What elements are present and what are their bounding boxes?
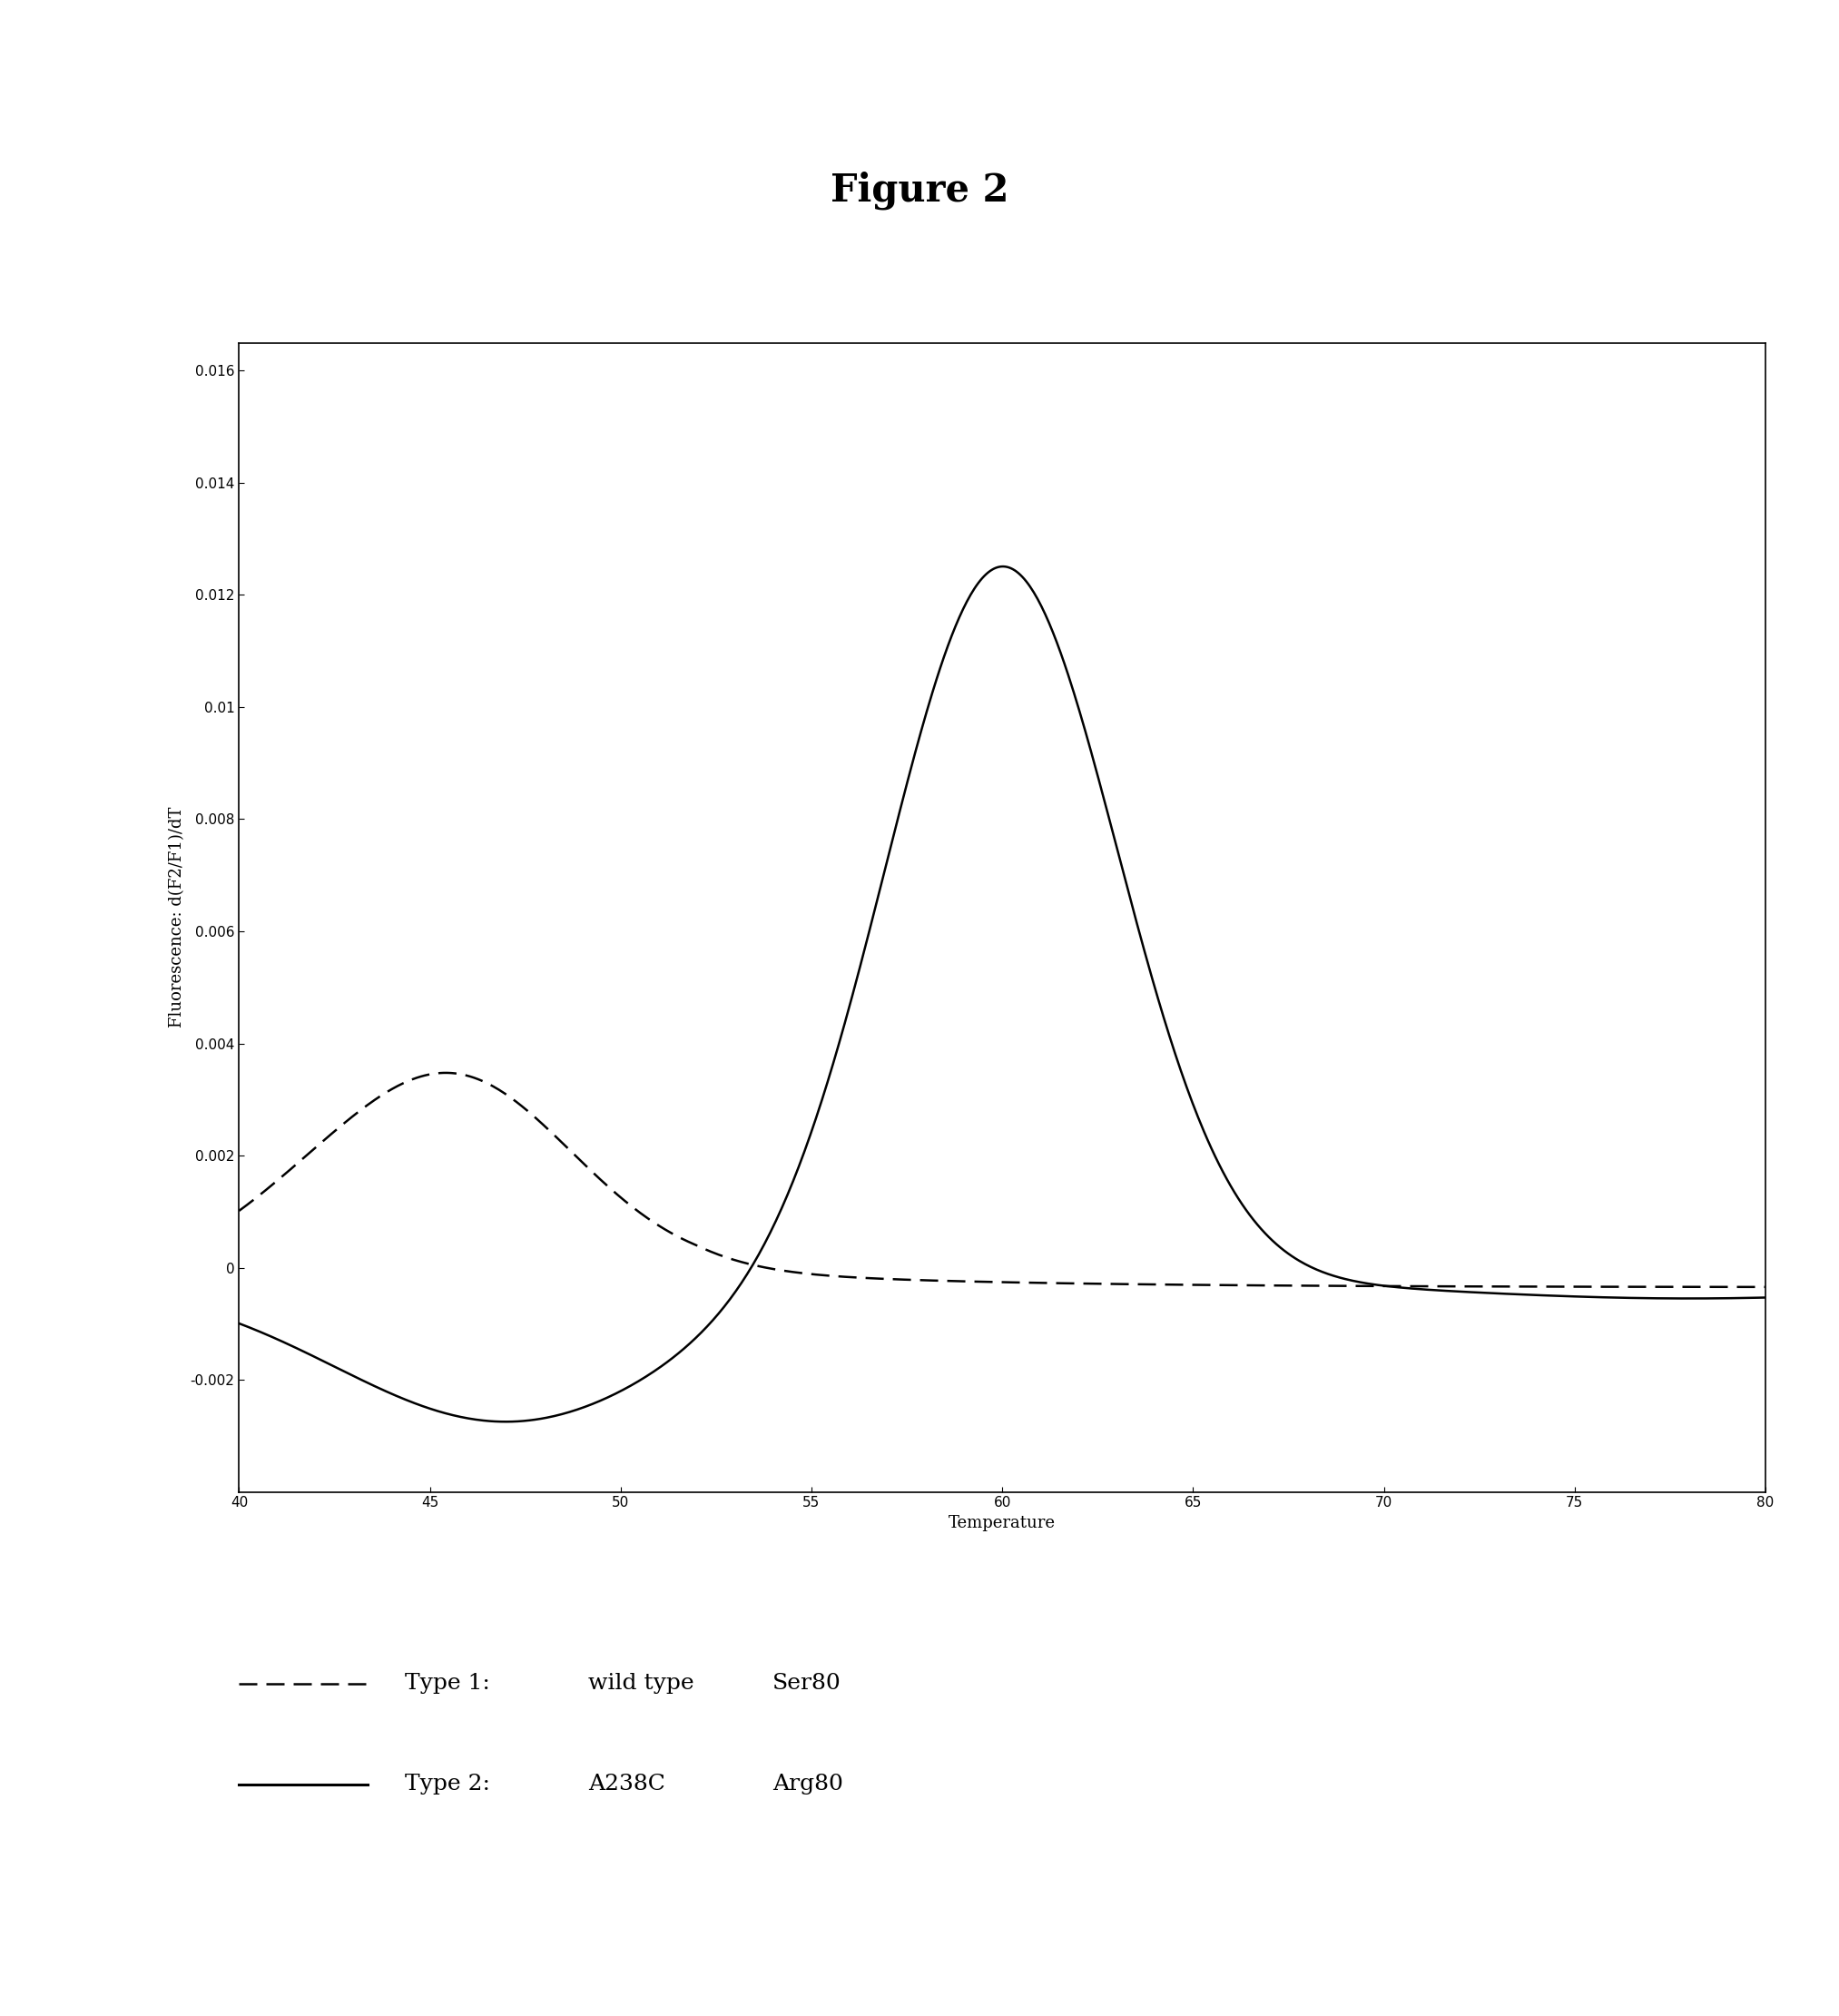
Text: Type 1:: Type 1: <box>405 1673 489 1693</box>
Text: Figure 2: Figure 2 <box>831 171 1008 210</box>
Y-axis label: Fluorescence: d(F2/F1)/dT: Fluorescence: d(F2/F1)/dT <box>169 806 186 1028</box>
X-axis label: Temperature: Temperature <box>949 1514 1056 1532</box>
Text: Arg80: Arg80 <box>772 1774 842 1794</box>
Text: Type 2:: Type 2: <box>405 1774 489 1794</box>
Text: A238C: A238C <box>588 1774 666 1794</box>
Text: wild type: wild type <box>588 1673 695 1693</box>
Text: Ser80: Ser80 <box>772 1673 840 1693</box>
